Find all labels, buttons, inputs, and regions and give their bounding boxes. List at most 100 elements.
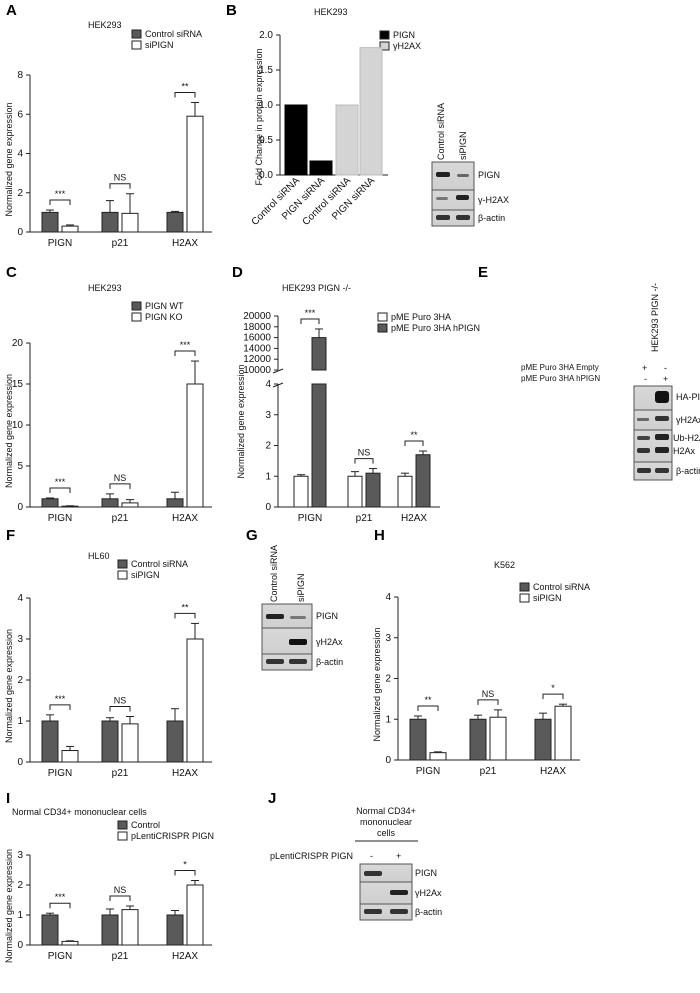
- bar: [359, 47, 383, 176]
- significance-label: ***: [55, 694, 66, 704]
- bar: [311, 337, 327, 371]
- y-tick-label: 3: [385, 633, 391, 644]
- y-tick-label: 4: [17, 593, 23, 604]
- blot-g-row-3: β-actin: [316, 657, 343, 667]
- panel-letter-h: H: [374, 527, 385, 544]
- blot-j-sign-2: +: [396, 851, 401, 861]
- legend-swatch: [377, 312, 388, 322]
- bar: [61, 750, 79, 763]
- significance-bracket: [109, 895, 131, 901]
- blot-b: Control siRNA siPIGN PIGN γ-H2AX β-actin: [431, 103, 509, 227]
- significance-label: *: [183, 860, 187, 870]
- y-tick-label: 0.5: [259, 135, 273, 146]
- legend-label: pLentiCRISPR PIGN: [131, 831, 214, 841]
- y-tick-label: 0.0: [259, 170, 273, 181]
- significance-bracket: [174, 350, 196, 357]
- legend-swatch: [131, 40, 142, 50]
- blot-j-header-1: Normal CD34+: [356, 806, 416, 816]
- bar: [101, 211, 119, 233]
- legend-label: PIGN: [393, 30, 415, 40]
- x-tick-label: H2AX: [172, 768, 198, 779]
- bar: [41, 211, 59, 233]
- blot-e-c1-s2: -: [664, 363, 667, 373]
- bar: [469, 718, 487, 761]
- bar: [121, 723, 139, 763]
- legend-label: siPIGN: [131, 570, 160, 580]
- significance-label: ***: [180, 340, 191, 350]
- x-tick-label: H2AX: [401, 513, 427, 524]
- chart-h: 0 1 2 3 4 Normalized gene expression K562 Contr…: [372, 560, 590, 777]
- blot-j-sign-1: -: [370, 851, 373, 861]
- y-tick-label: 1: [17, 716, 23, 727]
- y-axis-label: Normalized gene expression: [4, 374, 14, 488]
- x-tick-label: PIGN: [48, 768, 72, 779]
- y-axis-label: Normalized gene expression: [4, 102, 14, 216]
- panel-letter-e: E: [478, 264, 488, 281]
- blot-e-row-2: γH2Ax: [676, 415, 700, 425]
- blot-b-col-1: Control siRNA: [436, 103, 446, 160]
- bar: [409, 718, 427, 761]
- significance-bracket: [404, 440, 424, 447]
- y-axis-label: Normalized gene expression: [4, 629, 14, 743]
- blot-b-row-3: β-actin: [478, 213, 505, 223]
- chart-b: 0.0 0.5 1.0 1.5 2.0 Fold Change in protein ex…: [250, 7, 421, 228]
- y-tick-label: 1: [385, 714, 391, 725]
- blot-g-col-1: Control siRNA: [269, 545, 279, 602]
- chart-title: HL60: [88, 551, 110, 561]
- legend-swatch: [519, 593, 530, 603]
- panel-letter-i: I: [6, 790, 10, 807]
- bar: [61, 505, 79, 508]
- significance-label: **: [181, 602, 189, 612]
- panel-letter-j: J: [268, 790, 276, 807]
- y-tick-label: 2: [17, 188, 23, 199]
- legend-label: siPIGN: [533, 593, 562, 603]
- y-tick-label: 0: [17, 940, 23, 951]
- bar: [121, 909, 139, 946]
- bar: [186, 638, 204, 763]
- blot-g: Control siRNA siPIGN PIGN γH2Ax β-actin: [261, 545, 343, 671]
- bar: [166, 498, 184, 508]
- x-tick-label: PIGN: [298, 513, 322, 524]
- bar: [534, 718, 552, 761]
- bar: [41, 720, 59, 763]
- legend-label: PIGN KO: [145, 312, 183, 322]
- x-tick-label: H2AX: [172, 238, 198, 249]
- y-tick-label: 2: [17, 675, 23, 686]
- legend-swatch: [379, 30, 390, 40]
- y-tick-label: 0: [265, 502, 271, 513]
- blot-g-row-1: PIGN: [316, 611, 338, 621]
- bar: [166, 720, 184, 763]
- significance-bracket: [417, 705, 439, 711]
- y-axis-label: Normalized gene expression: [236, 364, 246, 478]
- y-tick-label: 1: [265, 471, 271, 482]
- blot-e-row-3: Ub-H2Ax: [673, 433, 700, 443]
- significance-label: NS: [114, 885, 127, 895]
- bar: [284, 104, 308, 176]
- y-tick-label: 4: [385, 592, 391, 603]
- significance-bracket: [477, 699, 499, 705]
- legend-swatch: [377, 323, 388, 333]
- x-tick-label: p21: [112, 768, 129, 779]
- x-tick-label: PIGN: [416, 766, 440, 777]
- blot-j-row-3: β-actin: [415, 907, 442, 917]
- x-tick-label: p21: [480, 766, 497, 777]
- y-tick-label: 1: [17, 910, 23, 921]
- significance-label: *: [551, 683, 555, 693]
- blot-j-row-2: γH2Ax: [415, 888, 442, 898]
- significance-label: ***: [55, 477, 66, 487]
- significance-bracket: [174, 870, 196, 876]
- x-tick-label: p21: [112, 513, 129, 524]
- y-tick-label: 20000: [243, 311, 271, 322]
- bar: [101, 720, 119, 763]
- significance-bracket: [354, 458, 374, 464]
- y-tick-label: 2: [17, 880, 23, 891]
- significance-label: NS: [114, 695, 127, 705]
- bar: [101, 498, 119, 508]
- chart-c: 0 5 10 15 20 Normalized gene expression HEK293…: [4, 283, 212, 524]
- legend-label: siPIGN: [145, 40, 174, 50]
- significance-bracket: [174, 612, 196, 619]
- significance-label: NS: [482, 689, 495, 699]
- legend-swatch: [117, 831, 128, 841]
